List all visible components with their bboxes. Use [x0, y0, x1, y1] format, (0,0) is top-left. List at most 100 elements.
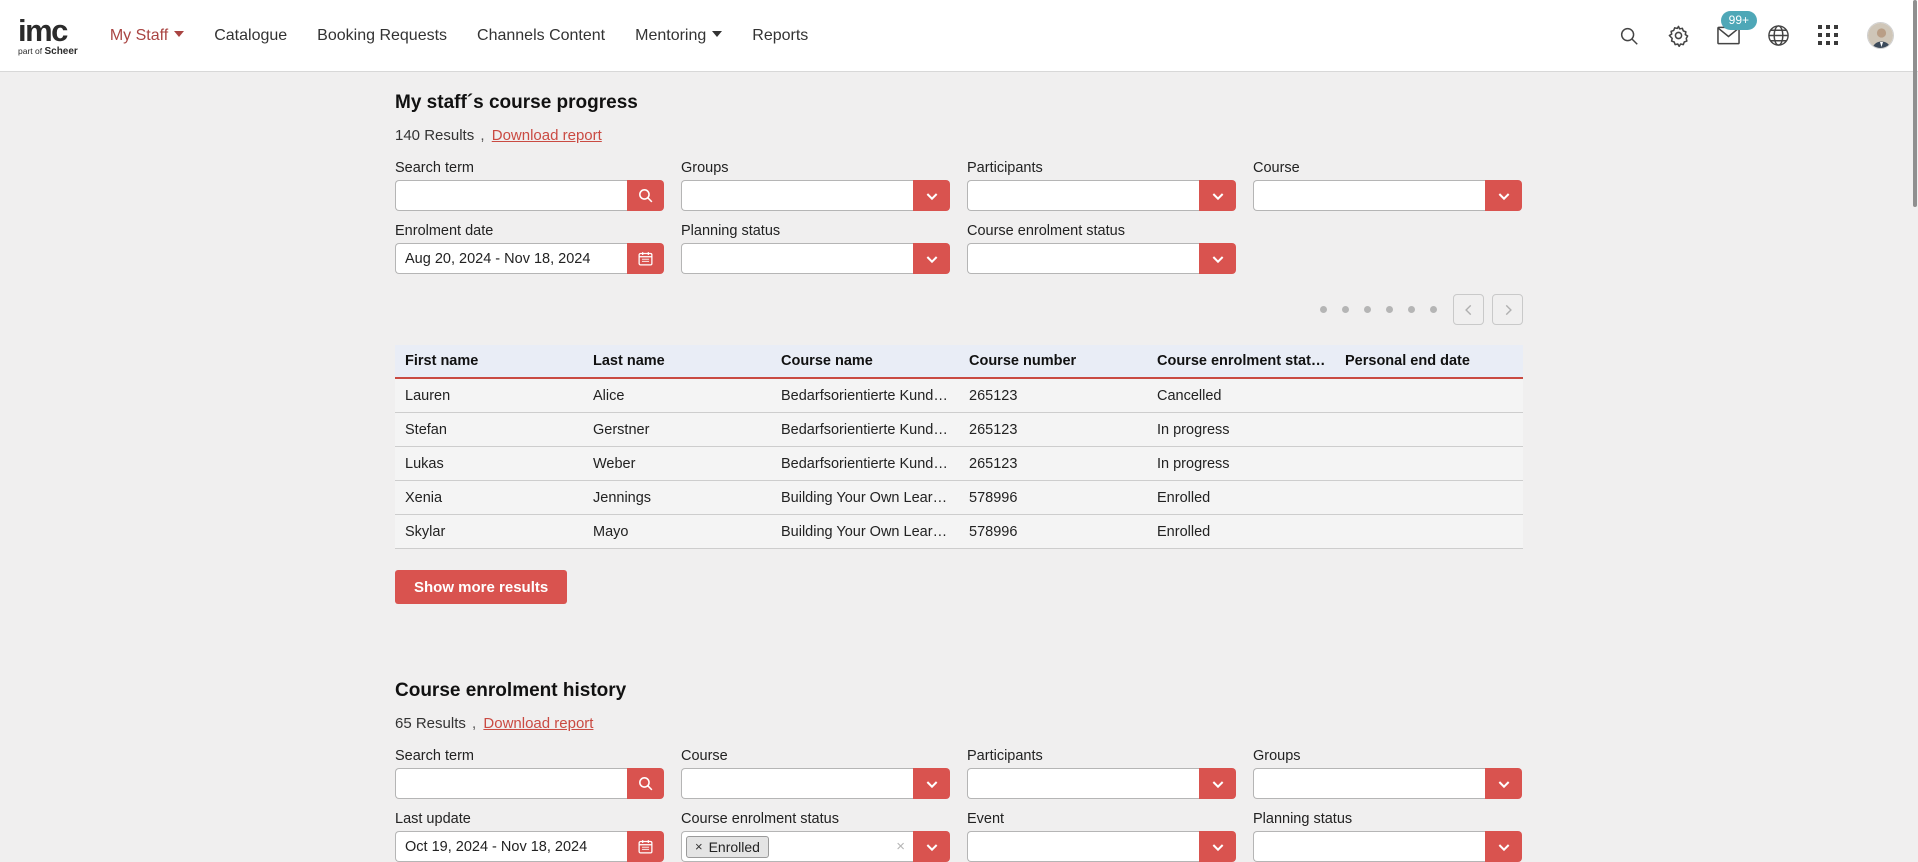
download-report-link[interactable]: Download report — [491, 127, 602, 144]
show-more-results-button[interactable]: Show more results — [395, 570, 568, 604]
logo-subtext: part of Scheer — [18, 45, 78, 57]
vertical-scrollbar[interactable] — [1913, 0, 1917, 207]
pagination-dot[interactable] — [1320, 306, 1327, 313]
nav-item-catalogue[interactable]: Catalogue — [214, 26, 288, 44]
course-enrolment-status-select[interactable]: × Enrolled × — [681, 831, 913, 862]
section-title: Course enrolment history — [395, 680, 627, 701]
filter-planning-status: Planning status — [681, 223, 950, 274]
dropdown-button[interactable] — [913, 243, 950, 274]
filter-participants: Participants — [967, 748, 1236, 799]
pagination-dot[interactable] — [1430, 306, 1437, 313]
table-header-row: First name Last name Course name Course … — [395, 345, 1523, 379]
progress-filters: Search term Groups Participa — [395, 160, 1523, 274]
participants-select[interactable] — [967, 180, 1199, 211]
planning-status-select[interactable] — [1253, 831, 1485, 862]
search-icon[interactable] — [1617, 24, 1640, 47]
search-button[interactable] — [627, 180, 664, 211]
enrolment-date-input[interactable] — [395, 243, 627, 274]
filter-course-enrolment-status: Course enrolment status × Enrolled × — [681, 811, 950, 862]
apps-grid-icon[interactable] — [1817, 24, 1840, 47]
search-input[interactable] — [395, 180, 627, 211]
download-report-link[interactable]: Download report — [483, 715, 594, 732]
filter-label: Search term — [395, 160, 474, 176]
chip-remove-icon[interactable]: × — [695, 839, 703, 854]
calendar-button[interactable] — [627, 831, 664, 862]
logo-text: imc — [18, 12, 68, 48]
filter-last-update: Last update — [395, 811, 664, 862]
search-input[interactable] — [395, 768, 627, 799]
chip-label: Enrolled — [708, 838, 760, 855]
pagination-dot[interactable] — [1386, 306, 1393, 313]
filter-label: Search term — [395, 748, 474, 764]
dropdown-button[interactable] — [1485, 831, 1522, 862]
column-header: Course name — [781, 353, 873, 369]
groups-select[interactable] — [681, 180, 913, 211]
dropdown-button[interactable] — [1199, 768, 1236, 799]
dropdown-button[interactable] — [1485, 768, 1522, 799]
dropdown-button[interactable] — [1485, 180, 1522, 211]
results-count: 140 Results — [395, 127, 475, 144]
status-value: Enrolled — [1157, 489, 1211, 506]
filter-groups: Groups — [681, 160, 950, 211]
column-header: Course enrolment status — [1157, 353, 1328, 369]
column-header: Personal end date — [1345, 353, 1470, 369]
filter-label: Course — [681, 748, 728, 764]
filter-participants: Participants — [967, 160, 1236, 211]
filter-course: Course — [1253, 160, 1522, 211]
status-value: Enrolled — [1157, 523, 1211, 540]
course-select[interactable] — [1253, 180, 1485, 211]
results-summary: 140 Results , Download report — [395, 127, 602, 144]
course-enrolment-status-select[interactable] — [967, 243, 1199, 274]
chevron-down-icon — [712, 31, 723, 38]
dropdown-button[interactable] — [1199, 180, 1236, 211]
dropdown-button[interactable] — [913, 180, 950, 211]
results-summary: 65 Results , Download report — [395, 715, 594, 732]
course-progress-table: First name Last name Course name Course … — [395, 345, 1523, 549]
event-select[interactable] — [967, 831, 1199, 862]
next-page-button[interactable] — [1492, 294, 1523, 325]
gear-icon[interactable] — [1667, 24, 1690, 47]
dropdown-button[interactable] — [1199, 243, 1236, 274]
search-button[interactable] — [627, 768, 664, 799]
clear-field-icon[interactable]: × — [896, 838, 905, 855]
filter-groups: Groups — [1253, 748, 1522, 799]
filter-label: Event — [967, 811, 1005, 827]
nav-item-reports[interactable]: Reports — [752, 26, 809, 44]
nav-item-booking-requests[interactable]: Booking Requests — [317, 26, 448, 44]
column-header: Last name — [593, 353, 665, 369]
participants-select[interactable] — [967, 768, 1199, 799]
filter-label: Course — [1253, 160, 1300, 176]
nav-item-channels-content[interactable]: Channels Content — [477, 26, 606, 44]
status-value: In progress — [1157, 455, 1230, 472]
previous-page-button[interactable] — [1453, 294, 1484, 325]
mail-icon[interactable]: 99+ — [1717, 11, 1757, 47]
nav-item-mentoring[interactable]: Mentoring — [635, 27, 723, 45]
course-select[interactable] — [681, 768, 913, 799]
filter-search-term: Search term — [395, 748, 664, 799]
filter-label: Planning status — [1253, 811, 1353, 827]
pagination-dot[interactable] — [1342, 306, 1349, 313]
filter-planning-status: Planning status — [1253, 811, 1522, 862]
user-avatar[interactable] — [1867, 22, 1894, 49]
globe-icon[interactable] — [1767, 24, 1790, 47]
pagination-dot[interactable] — [1364, 306, 1371, 313]
dropdown-button[interactable] — [913, 831, 950, 862]
dropdown-button[interactable] — [913, 768, 950, 799]
filter-label: Last update — [395, 811, 471, 827]
calendar-button[interactable] — [627, 243, 664, 274]
dropdown-button[interactable] — [1199, 831, 1236, 862]
groups-select[interactable] — [1253, 768, 1485, 799]
table-row: Skylar Mayo Building Your Own Learning .… — [395, 515, 1523, 549]
top-navbar: imc part of Scheer My Staff Catalogue Bo… — [0, 0, 1918, 72]
nav-item-my-staff[interactable]: My Staff — [110, 27, 185, 45]
planning-status-select[interactable] — [681, 243, 913, 274]
filter-label: Course enrolment status — [967, 223, 1125, 239]
selected-option-chip[interactable]: × Enrolled — [686, 835, 769, 858]
filter-label: Participants — [967, 160, 1043, 176]
filter-label: Groups — [1253, 748, 1301, 764]
last-update-date-input[interactable] — [395, 831, 627, 862]
pagination-dot[interactable] — [1408, 306, 1415, 313]
filter-label: Groups — [681, 160, 729, 176]
imc-logo[interactable]: imc part of Scheer — [18, 15, 78, 57]
notification-badge: 99+ — [1720, 11, 1757, 30]
